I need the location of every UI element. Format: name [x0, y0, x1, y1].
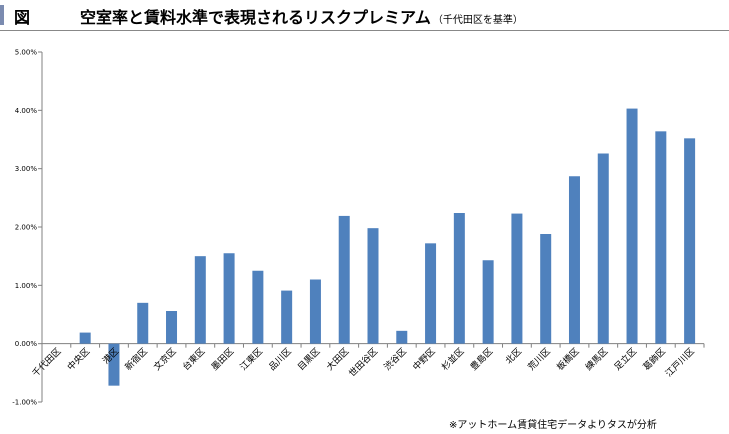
bar-12 — [396, 330, 408, 344]
chart-subtitle: （千代田区を基準） — [432, 15, 523, 26]
x-tick-label: 新宿区 — [122, 345, 150, 373]
bar-18 — [568, 176, 580, 344]
bar-3 — [137, 302, 149, 344]
x-tick-label: 江戸川区 — [663, 346, 696, 379]
bar-10 — [338, 215, 350, 344]
x-tick-label: 目黒区 — [296, 346, 323, 373]
y-tick-label: 3.00% — [15, 165, 38, 173]
y-tick-label: 0.00% — [15, 340, 38, 348]
x-tick-label: 中野区 — [410, 345, 438, 373]
bar-11 — [367, 228, 379, 344]
bar-9 — [309, 279, 321, 344]
x-tick-label: 世田谷区 — [346, 345, 380, 379]
x-tick-label: 足立区 — [612, 345, 640, 373]
x-tick-label: 渋谷区 — [381, 345, 409, 373]
x-tick-label: 江東区 — [237, 345, 265, 373]
bar-1 — [79, 332, 91, 344]
bar-2 — [108, 343, 120, 386]
bar-14 — [453, 213, 465, 344]
x-tick-label: 品川区 — [267, 346, 294, 373]
bar-4 — [166, 311, 178, 344]
x-tick-label: 台東区 — [180, 345, 208, 373]
bar-20 — [626, 108, 638, 344]
y-tick-label: 1.00% — [15, 282, 38, 290]
x-tick-label: 荒川区 — [526, 346, 553, 373]
y-tick-label: -1.00% — [12, 399, 37, 407]
x-tick-label: 豊島区 — [468, 345, 496, 373]
x-tick-label: 練馬区 — [583, 345, 611, 373]
bar-19 — [597, 153, 609, 344]
bar-8 — [281, 290, 293, 344]
bar-6 — [223, 253, 235, 344]
y-axis: 5.00% 4.00% 3.00% 2.00% 1.00% 0.00% -1.00% — [12, 49, 705, 407]
bar-16 — [511, 213, 523, 344]
bar-17 — [540, 234, 552, 344]
source-footnote: ※アットホーム賃貸住宅データよりタスが分析 — [449, 420, 657, 431]
y-tick-label: 5.00% — [15, 49, 38, 57]
bar-15 — [482, 260, 494, 344]
bar-7 — [252, 270, 264, 344]
bar-22 — [684, 138, 696, 344]
bars — [79, 108, 696, 386]
x-tick-label: 杉並区 — [439, 345, 467, 373]
header-rule — [0, 30, 729, 31]
chart-title: 空室率と賃料水準で表現されるリスクプレミアム （千代田区を基準） — [80, 4, 523, 28]
x-tick-label: 葛飾区 — [640, 345, 668, 373]
x-tick-label: 北区 — [504, 346, 525, 367]
header-accent-bar — [0, 5, 4, 25]
x-tick-label: 大田区 — [324, 345, 352, 373]
x-tick-label: 文京区 — [151, 345, 179, 373]
chart-title-text: 空室率と賃料水準で表現されるリスクプレミアム — [80, 8, 431, 27]
figure-label: 図 — [14, 8, 31, 27]
figure-header: 図 空室率と賃料水準で表現されるリスクプレミアム （千代田区を基準） — [0, 0, 729, 34]
bar-13 — [425, 243, 437, 344]
y-tick-label: 4.00% — [15, 107, 38, 115]
x-tick-label: 墨田区 — [209, 346, 236, 373]
x-tick-label: 板橋区 — [554, 345, 582, 373]
bar-5 — [194, 256, 206, 344]
bar-21 — [655, 131, 667, 344]
x-tick-label: 千代田区 — [30, 346, 63, 379]
y-tick-label: 2.00% — [15, 224, 38, 232]
x-tick-label: 中央区 — [65, 345, 93, 373]
